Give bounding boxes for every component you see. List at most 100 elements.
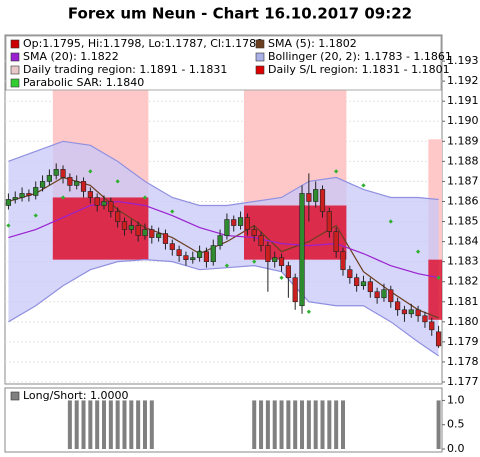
candle-body (197, 251, 203, 258)
candle-body (367, 281, 373, 293)
y-tick-label: 1.183 (447, 255, 479, 268)
legend-label: Parabolic SAR: 1.1840 (23, 76, 144, 89)
long-short-bar (142, 400, 147, 449)
candle-body (374, 291, 380, 299)
y-tick-label: 1.0 (447, 393, 465, 406)
candle-body (217, 235, 223, 246)
candle-body (360, 281, 367, 287)
sar-dot (6, 223, 11, 228)
long-short-bar (334, 400, 339, 449)
long-short-bar (108, 400, 113, 449)
candle-body (395, 301, 401, 311)
legend-swatch (10, 52, 20, 62)
candle-body (156, 233, 162, 238)
y-tick-label: 0.5 (447, 418, 465, 431)
y-tick-label: 1.177 (447, 375, 479, 388)
candle-body (53, 169, 59, 176)
long-short-bar (74, 400, 79, 449)
candle-body (231, 219, 237, 226)
candle-body (258, 235, 264, 246)
candle-body (183, 255, 189, 260)
candle-body (12, 197, 18, 200)
legend-swatch (10, 39, 20, 49)
legend-swatch (255, 65, 265, 75)
candle-body (210, 245, 216, 262)
candle-body (67, 177, 73, 186)
candle-body (135, 225, 141, 236)
candle-body (401, 309, 408, 315)
candle-body (39, 181, 46, 188)
candle-body (101, 201, 107, 206)
candle-body (251, 229, 257, 236)
y-tick-label: 1.186 (447, 194, 479, 207)
long-short-bar (306, 400, 311, 449)
candle-body (435, 331, 442, 347)
candle-body (26, 193, 32, 196)
long-short-bar (259, 400, 264, 449)
long-short-bar (88, 400, 93, 449)
candle-body (354, 277, 360, 287)
candle-body (265, 245, 271, 262)
long-short-bar (265, 400, 270, 449)
y-tick-label: 1.190 (447, 114, 479, 127)
legend-label: Daily S/L region: 1.1831 - 1.1801 (268, 63, 450, 76)
candle-body (237, 217, 244, 226)
sar-dot (306, 309, 311, 314)
y-tick-label: 1.182 (447, 275, 479, 288)
long-short-bar (136, 400, 141, 449)
y-tick-label: 1.187 (447, 174, 479, 187)
long-short-bar (102, 400, 107, 449)
candle-body (87, 191, 93, 198)
candle-body (319, 189, 326, 212)
candle-body (169, 243, 175, 250)
legend-label: Op:1.1795, Hi:1.1798, Lo:1.1787, Cl:1.17… (23, 37, 263, 50)
candle-body (5, 199, 12, 206)
long-short-bar (313, 400, 318, 449)
candle-body (108, 201, 114, 212)
long-short-bar (300, 400, 305, 449)
sar-dot (142, 195, 148, 200)
sar-dot (361, 183, 366, 188)
candle-body (299, 193, 305, 307)
legend-swatch (10, 65, 20, 75)
legend-label: SMA (20): 1.1822 (23, 50, 119, 63)
long-short-bar (95, 400, 100, 449)
long-short-bar (279, 400, 284, 449)
long-short-bar (293, 400, 298, 449)
candle-body (285, 265, 291, 278)
y-tick-label: 1.178 (447, 355, 479, 368)
legend-label: Bollinger (20, 2): 1.1783 - 1.1861 (268, 50, 452, 63)
candle-body (278, 257, 285, 266)
candle-body (74, 181, 80, 186)
long-short-bar (340, 400, 345, 449)
sar-dot (224, 263, 230, 268)
y-tick-label: 0.0 (447, 442, 465, 455)
long-short-bar (272, 400, 277, 449)
candle-body (128, 225, 134, 230)
sar-dot (60, 195, 66, 200)
legend-swatch (10, 78, 20, 88)
y-tick-label: 1.191 (447, 94, 479, 107)
long-short-bar (129, 400, 134, 449)
long-short-bar (286, 400, 291, 449)
candle-body (408, 309, 414, 315)
sar-dot (334, 169, 339, 174)
candle-body (60, 169, 66, 178)
legend-label: Long/Short: 1.0000 (23, 389, 129, 402)
candle-body (333, 231, 339, 252)
y-tick-label: 1.181 (447, 295, 479, 308)
candle-body (94, 197, 100, 206)
chart-title: Forex um Neun - Chart 16.10.2017 09:22 (68, 5, 412, 23)
sl-region (428, 259, 442, 320)
candle-body (381, 289, 387, 299)
bollinger-upper (8, 140, 439, 207)
y-tick-label: 1.189 (447, 134, 479, 147)
candle-body (388, 289, 394, 303)
candle-body (313, 189, 319, 202)
candle-body (244, 217, 250, 230)
long-short-bar (115, 400, 120, 449)
y-tick-label: 1.192 (447, 74, 479, 87)
sar-dot (252, 259, 257, 264)
